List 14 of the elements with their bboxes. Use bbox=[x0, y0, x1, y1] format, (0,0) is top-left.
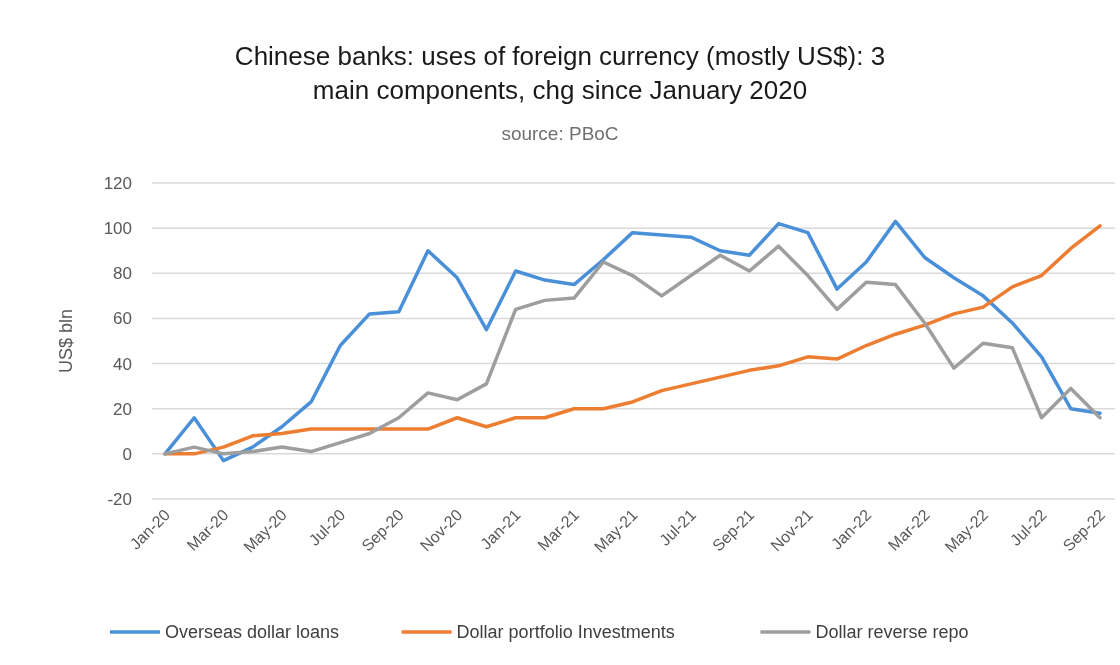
chart-title: Chinese banks: uses of foreign currency (mostly US$): 3 main components, chg since January 2020 bbox=[234, 41, 886, 105]
legend-label: Overseas dollar loans bbox=[165, 622, 340, 642]
y-tick-label: -20 bbox=[107, 490, 132, 509]
y-tick-label: 0 bbox=[122, 444, 132, 464]
legend-label: Dollar portfolio Investments bbox=[456, 622, 675, 642]
y-tick-label: 60 bbox=[113, 309, 132, 329]
legend-label: Dollar reverse repo bbox=[815, 622, 969, 642]
y-axis-title: US$ bln bbox=[56, 308, 76, 374]
chart-subtitle: source: PBoC bbox=[501, 123, 619, 144]
y-tick-label: 80 bbox=[113, 264, 132, 284]
y-tick-label: 20 bbox=[113, 399, 132, 419]
y-tick-label: 100 bbox=[103, 219, 132, 239]
y-tick-label: 120 bbox=[103, 174, 132, 193]
y-tick-label: 40 bbox=[113, 354, 132, 374]
